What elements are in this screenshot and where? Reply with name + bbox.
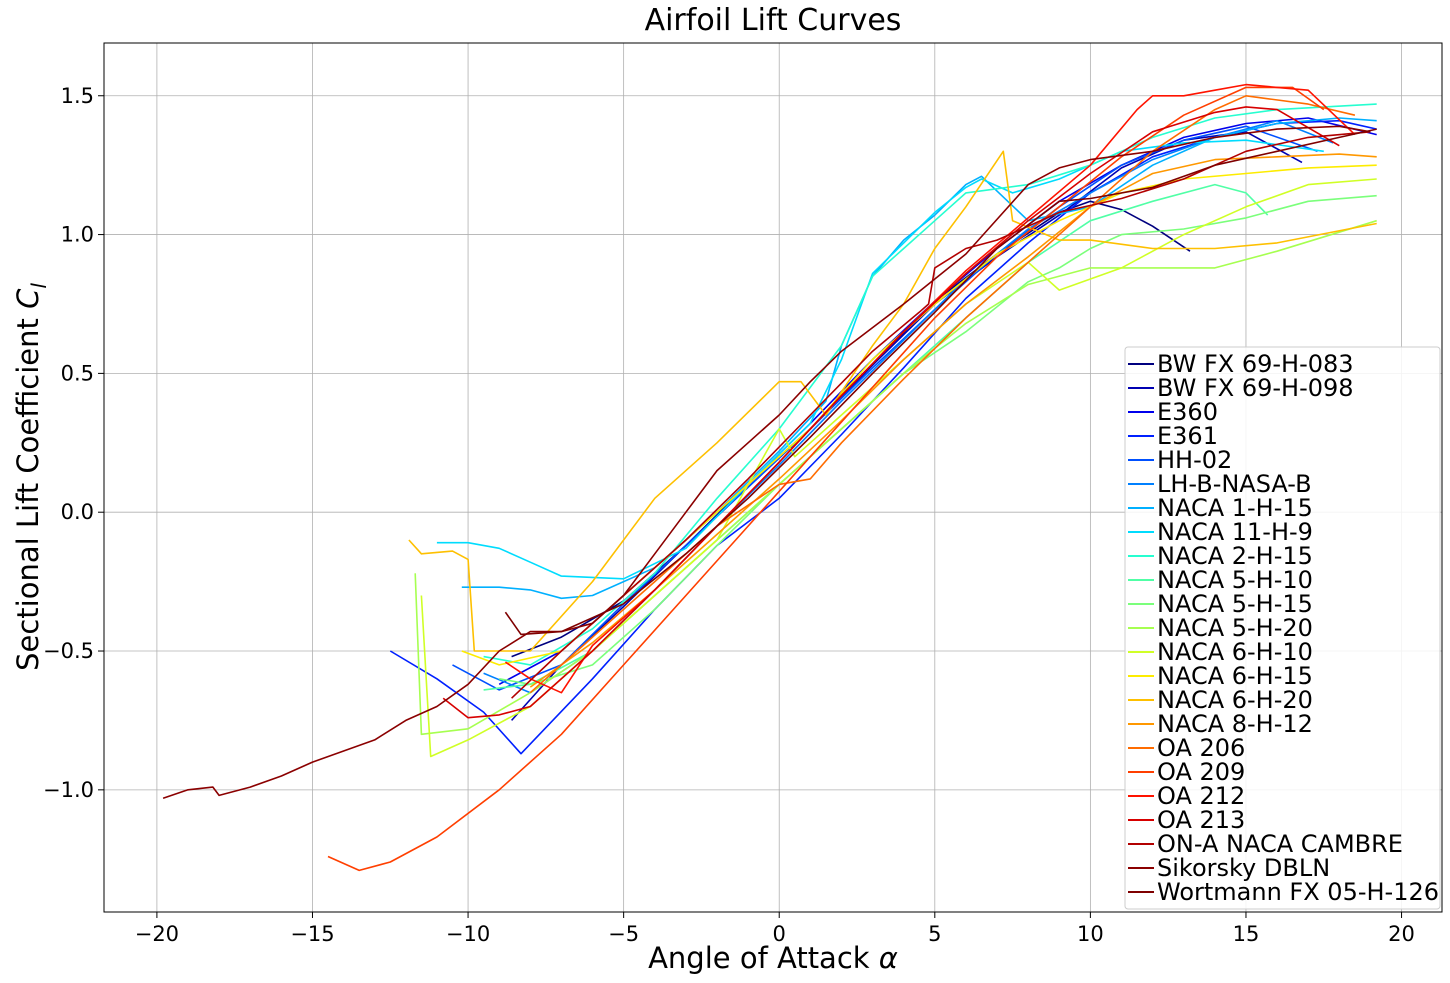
legend-label: Wortmann FX 05-H-126	[1157, 878, 1439, 906]
y-tick-label: 1.5	[61, 84, 94, 108]
legend-label: OA 213	[1157, 806, 1245, 834]
chart-title: Airfoil Lift Curves	[645, 3, 902, 38]
x-tick-label: 0	[773, 922, 786, 946]
x-tick-label: 20	[1388, 922, 1415, 946]
x-tick-label: −20	[135, 922, 179, 946]
series-line-naca-8-h-12	[529, 153, 1377, 688]
legend-box	[1124, 346, 1441, 910]
legend-label: NACA 6-H-15	[1157, 662, 1313, 690]
y-axis: −1.0 −0.5 0.0 0.5 1.0 1.5	[43, 84, 104, 802]
x-axis-label: Angle of Attack α	[648, 941, 898, 975]
x-tick-label: 10	[1077, 922, 1104, 946]
legend-label: OA 206	[1157, 734, 1245, 762]
x-axis: −20 −15 −10 −5 0 5 10 15 20	[135, 912, 1415, 946]
legend-label: LH-B-NASA-B	[1157, 470, 1312, 498]
series-line-wortmann-fx-05-h-126	[504, 128, 1377, 636]
x-tick-label: 5	[928, 922, 941, 946]
legend-label: HH-02	[1157, 446, 1232, 474]
legend-label: NACA 6-H-20	[1157, 686, 1313, 714]
y-axis-label: Sectional Lift Coefficient Cl	[11, 283, 51, 671]
y-tick-label: −0.5	[43, 639, 94, 663]
y-tick-label: 0.0	[61, 500, 94, 524]
x-tick-label: −5	[608, 922, 639, 946]
series-lines	[162, 83, 1377, 872]
legend-label: NACA 5-H-15	[1157, 590, 1313, 618]
series-line-naca-5-h-20	[414, 219, 1377, 736]
legend-label: ON-A NACA CAMBRE	[1157, 830, 1403, 858]
legend-label: NACA 5-H-20	[1157, 614, 1313, 642]
legend-label: E361	[1157, 422, 1218, 450]
x-tick-label: −15	[290, 922, 334, 946]
legend-label: NACA 8-H-12	[1157, 710, 1313, 738]
x-tick-label: 15	[1233, 922, 1260, 946]
series-line-oa-209	[327, 86, 1325, 872]
y-tick-label: 0.5	[61, 361, 94, 385]
series-line-on-a-naca-cambre	[511, 131, 1371, 699]
series-line-oa-212	[504, 83, 1356, 694]
legend-label: E360	[1157, 398, 1218, 426]
x-tick-label: −10	[446, 922, 490, 946]
legend-label: NACA 5-H-10	[1157, 566, 1313, 594]
plot-frame	[103, 42, 1443, 913]
series-line-oa-213	[442, 106, 1340, 719]
legend-label: NACA 1-H-15	[1157, 494, 1313, 522]
legend-label: OA 212	[1157, 782, 1245, 810]
y-tick-label: 1.0	[61, 223, 94, 247]
y-tick-label: −1.0	[43, 778, 94, 802]
series-line-naca-6-h-20	[408, 150, 1377, 652]
series-line-naca-2-h-15	[483, 103, 1377, 666]
legend-label: BW FX 69-H-098	[1157, 374, 1354, 402]
legend-label: OA 209	[1157, 758, 1245, 786]
legend-label: NACA 2-H-15	[1157, 542, 1313, 570]
series-line-sikorsky-dbln	[162, 125, 1371, 799]
legend-label: Sikorsky DBLN	[1157, 854, 1330, 882]
legend-label: NACA 11-H-9	[1157, 518, 1313, 546]
legend-label: BW FX 69-H-083	[1157, 350, 1354, 378]
legend-label: NACA 6-H-10	[1157, 638, 1313, 666]
